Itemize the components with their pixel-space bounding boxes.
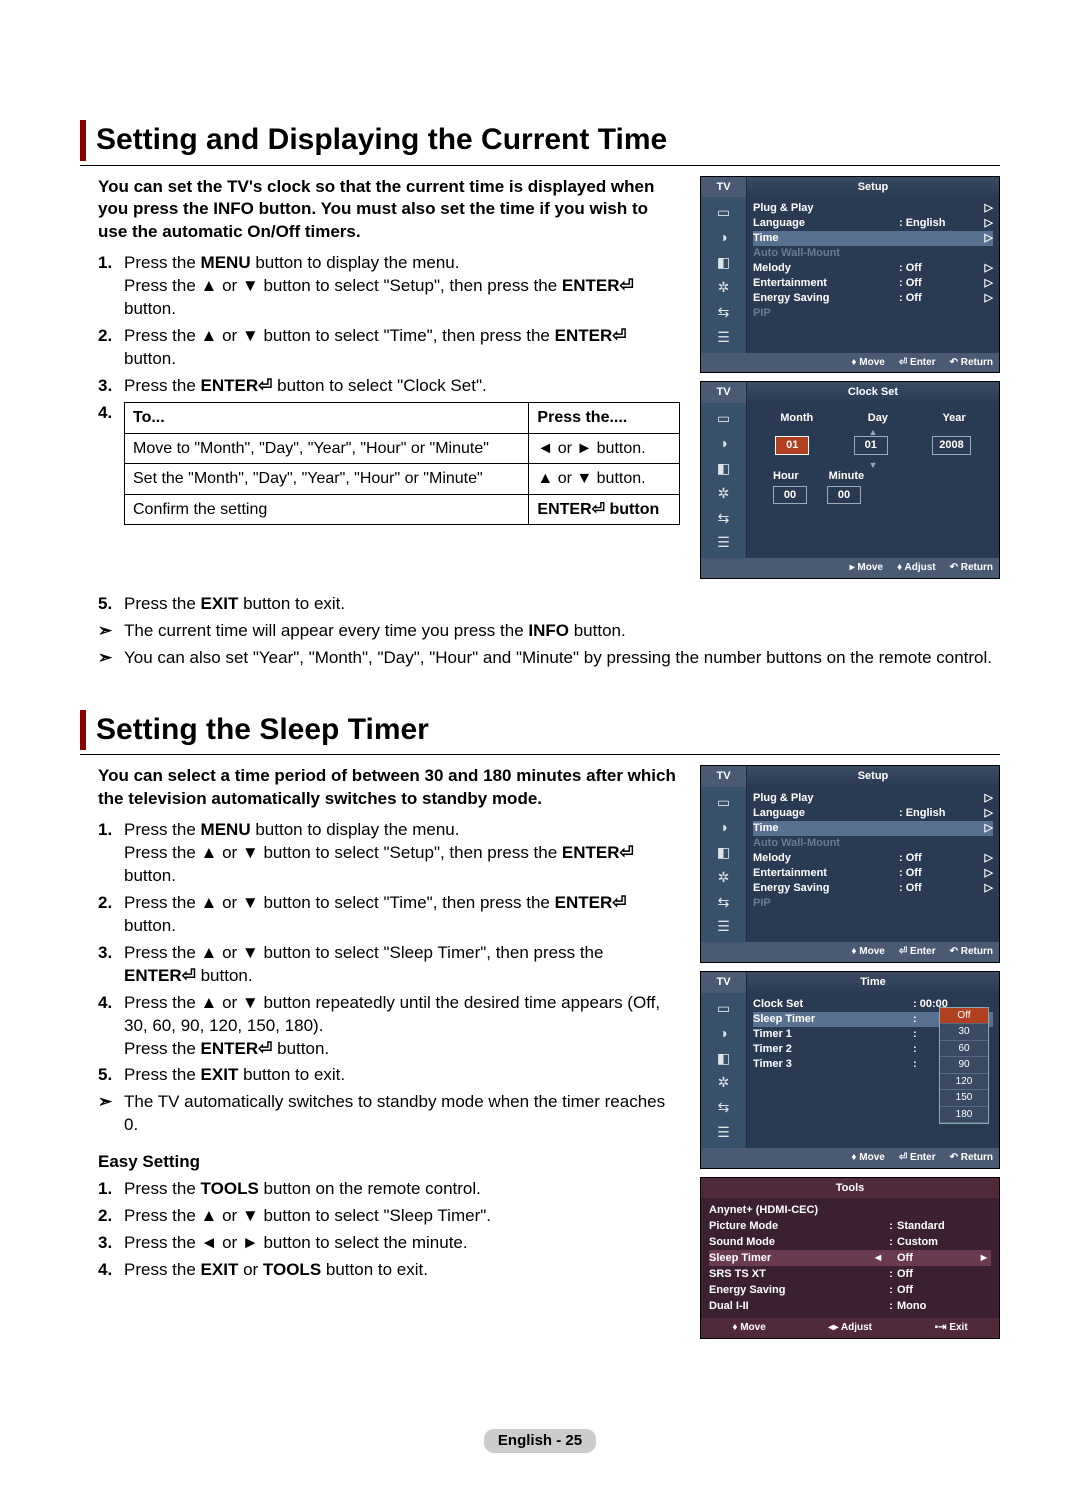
osd-footer: ♦ Move ⏎ Enter ↶ Return [701, 353, 999, 373]
hour-val[interactable]: 00 [773, 486, 807, 505]
osd-setup-title: Setup [747, 177, 999, 198]
osd-menu-item[interactable]: Time▷ [753, 821, 993, 836]
enter-hint: ⏎ Enter [899, 356, 936, 370]
app-icon: ☰ [717, 328, 730, 347]
note-icon: ➣ [98, 1091, 124, 1137]
channel-icon: ◧ [717, 253, 730, 272]
move-hint: ♦ Move [851, 356, 884, 370]
osd-setup-panel: TV Setup ▭ ◑ ◧ ✲ ⇆ ☰ Plug & Play▷Language: E… [700, 176, 1000, 374]
osd-menu-item[interactable]: Melody: Off▷ [753, 851, 993, 866]
return-hint: ↶ Return [950, 356, 993, 370]
tools-item[interactable]: Sleep Timer◄Off► [709, 1250, 991, 1266]
s2-step1: Press the MENU button to display the men… [124, 819, 680, 888]
s1-step3: Press the ENTER⏎ button to select "Clock… [124, 375, 680, 398]
s1-step2: Press the ▲ or ▼ button to select "Time"… [124, 325, 680, 371]
s1-step5: Press the EXIT button to exit. [124, 593, 1000, 616]
tools-item[interactable]: SRS TS XT:Off [709, 1266, 991, 1282]
dropdown-option[interactable]: 60 [940, 1041, 988, 1058]
easy-step4: Press the EXIT or TOOLS button to exit. [124, 1259, 680, 1282]
tools-item[interactable]: Dual I-II:Mono [709, 1298, 991, 1314]
input-icon: ⇆ [718, 303, 730, 322]
osd-menu-item[interactable]: Language: English▷ [753, 806, 993, 821]
section-2-title-text: Setting the Sleep Timer [96, 710, 429, 751]
s1-note1: The current time will appear every time … [124, 620, 626, 643]
dropdown-option[interactable]: 120 [940, 1074, 988, 1091]
dropdown-option[interactable]: Off [940, 1008, 988, 1025]
picture-icon: ▭ [717, 203, 730, 222]
page-footer: English - 25 [484, 1429, 596, 1453]
osd-menu-item[interactable]: Plug & Play▷ [753, 791, 993, 806]
osd-menu-item[interactable]: Language: English▷ [753, 216, 993, 231]
dropdown-option[interactable]: 180 [940, 1107, 988, 1124]
dropdown-option[interactable]: 150 [940, 1090, 988, 1107]
day-val[interactable]: 01 [854, 436, 888, 455]
section-2-intro: You can select a time period of between … [98, 765, 680, 811]
dropdown-option[interactable]: 30 [940, 1024, 988, 1041]
tools-item[interactable]: Picture Mode:Standard [709, 1218, 991, 1234]
note-icon: ➣ [98, 620, 124, 643]
osd-menu-item[interactable]: PIP [753, 306, 993, 321]
dropdown-option[interactable]: 90 [940, 1057, 988, 1074]
month-val[interactable]: 01 [775, 436, 809, 455]
tools-title: Tools [701, 1178, 999, 1199]
section-1-intro: You can set the TV's clock so that the c… [98, 176, 680, 245]
osd-clockset-panel: TV Clock Set ▭◑◧✲⇆☰ Month Day Year ▲ 01 [700, 381, 1000, 579]
osd-icon-col: ▭ ◑ ◧ ✲ ⇆ ☰ [701, 197, 747, 352]
section-1-title: Setting and Displaying the Current Time [80, 120, 1000, 166]
osd-menu-item[interactable]: Melody: Off▷ [753, 261, 993, 276]
osd-clock-title: Clock Set [747, 382, 999, 403]
instruction-table: To...Press the.... Move to "Month", "Day… [124, 402, 680, 525]
easy-setting-title: Easy Setting [98, 1151, 680, 1174]
s2-note1: The TV automatically switches to standby… [124, 1091, 680, 1137]
osd-setup-panel-2: TV Setup ▭◑◧✲⇆☰ Plug & Play▷Language: En… [700, 765, 1000, 963]
s2-step4: Press the ▲ or ▼ button repeatedly until… [124, 992, 680, 1061]
sleep-timer-dropdown[interactable]: Off306090120150180 [939, 1007, 989, 1125]
s2-step2: Press the ▲ or ▼ button to select "Time"… [124, 892, 680, 938]
s1-step1: Press the MENU button to display the men… [124, 252, 680, 321]
osd-menu-item[interactable]: PIP [753, 896, 993, 911]
osd-menu-item[interactable]: Plug & Play▷ [753, 201, 993, 216]
osd-time-panel: TV Time ▭◑◧✲⇆☰ Clock Set: 00:00Sleep Tim… [700, 971, 1000, 1169]
osd-tv-label: TV [701, 177, 747, 198]
osd-menu-item[interactable]: Auto Wall-Mount [753, 836, 993, 851]
s2-step5: Press the EXIT button to exit. [124, 1064, 680, 1087]
tools-item[interactable]: Energy Saving:Off [709, 1282, 991, 1298]
osd-menu-item[interactable]: Energy Saving: Off▷ [753, 291, 993, 306]
s2-step3: Press the ▲ or ▼ button to select "Sleep… [124, 942, 680, 988]
osd-menu-item[interactable]: Energy Saving: Off▷ [753, 881, 993, 896]
sound-icon: ◑ [719, 228, 727, 247]
osd-time-title: Time [747, 972, 999, 993]
osd-tools-panel: Tools Anynet+ (HDMI-CEC)Picture Mode:Sta… [700, 1177, 1000, 1339]
easy-step3: Press the ◄ or ► button to select the mi… [124, 1232, 680, 1255]
section-2-title: Setting the Sleep Timer [80, 710, 1000, 756]
year-val[interactable]: 2008 [932, 436, 970, 455]
osd-menu-item[interactable]: Entertainment: Off▷ [753, 866, 993, 881]
osd-menu-item[interactable]: Time▷ [753, 231, 993, 246]
osd-menu-item[interactable]: Entertainment: Off▷ [753, 276, 993, 291]
osd-menu-item[interactable]: Auto Wall-Mount [753, 246, 993, 261]
section-1-title-text: Setting and Displaying the Current Time [96, 120, 667, 161]
note-icon: ➣ [98, 647, 124, 670]
minute-val[interactable]: 00 [827, 486, 861, 505]
table-h1: To... [125, 402, 529, 433]
easy-step1: Press the TOOLS button on the remote con… [124, 1178, 680, 1201]
tools-item[interactable]: Anynet+ (HDMI-CEC) [709, 1202, 991, 1218]
table-h2: Press the.... [529, 402, 680, 433]
easy-step2: Press the ▲ or ▼ button to select "Sleep… [124, 1205, 680, 1228]
tools-item[interactable]: Sound Mode:Custom [709, 1234, 991, 1250]
s1-note2: You can also set "Year", "Month", "Day",… [124, 647, 992, 670]
setup-icon: ✲ [718, 278, 730, 297]
